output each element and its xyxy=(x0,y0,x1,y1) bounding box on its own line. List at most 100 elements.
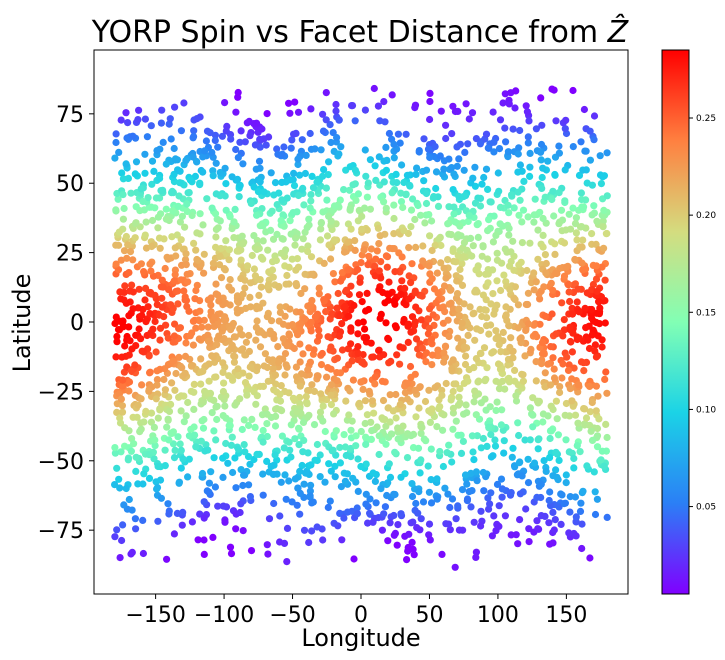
scatter-point xyxy=(430,193,438,201)
scatter-point xyxy=(432,299,440,307)
scatter-point xyxy=(428,217,436,225)
scatter-point xyxy=(452,258,460,266)
scatter-point xyxy=(538,121,546,129)
scatter-point xyxy=(427,499,436,507)
scatter-point xyxy=(579,236,587,244)
scatter-point xyxy=(464,331,472,339)
scatter-point xyxy=(385,278,393,286)
scatter-point xyxy=(427,476,435,484)
scatter-point xyxy=(498,377,507,385)
scatter-point xyxy=(470,364,478,372)
scatter-point xyxy=(403,556,411,564)
scatter-point xyxy=(500,437,508,445)
scatter-point xyxy=(276,303,284,311)
scatter-point xyxy=(568,348,577,356)
scatter-point xyxy=(537,511,545,520)
scatter-point xyxy=(117,116,125,124)
scatter-point xyxy=(566,385,574,393)
scatter-point xyxy=(579,266,587,274)
scatter-point xyxy=(428,351,437,359)
scatter-point xyxy=(174,202,182,210)
scatter-point xyxy=(586,127,594,135)
scatter-point xyxy=(228,286,236,294)
scatter-point xyxy=(428,275,436,283)
scatter-point xyxy=(446,526,454,534)
scatter-point xyxy=(131,361,139,369)
scatter-point xyxy=(536,295,544,303)
scatter-point xyxy=(482,296,490,304)
scatter-point xyxy=(379,396,388,405)
scatter-point xyxy=(403,171,411,179)
scatter-point xyxy=(350,555,358,563)
scatter-point xyxy=(397,290,405,299)
scatter-point xyxy=(385,129,393,138)
scatter-point xyxy=(307,191,315,199)
scatter-point xyxy=(188,211,196,220)
scatter-point xyxy=(336,509,344,517)
scatter-point xyxy=(371,262,379,270)
scatter-point xyxy=(586,377,594,385)
scatter-point xyxy=(302,392,310,401)
scatter-point xyxy=(248,251,256,260)
scatter-point xyxy=(500,271,508,279)
scatter-point xyxy=(573,298,581,306)
scatter-point xyxy=(113,338,121,346)
scatter-point xyxy=(552,466,560,474)
scatter-point xyxy=(509,237,517,245)
scatter-point xyxy=(419,242,427,250)
scatter-point xyxy=(242,338,250,346)
scatter-point xyxy=(576,448,584,456)
scatter-point xyxy=(173,156,181,164)
scatter-point xyxy=(236,138,244,146)
scatter-point xyxy=(598,343,606,351)
scatter-point xyxy=(579,203,587,211)
scatter-point xyxy=(116,419,125,427)
scatter-point xyxy=(317,146,325,154)
scatter-point xyxy=(118,402,126,410)
scatter-point xyxy=(406,362,415,371)
scatter-point xyxy=(282,280,290,288)
scatter-point xyxy=(290,130,298,138)
scatter-point xyxy=(402,130,410,138)
scatter-point xyxy=(281,350,290,358)
scatter-point xyxy=(271,371,280,379)
scatter-point xyxy=(233,247,241,255)
scatter-point xyxy=(394,521,402,529)
scatter-point xyxy=(135,285,143,293)
scatter-point xyxy=(211,483,219,491)
scatter-point xyxy=(487,453,495,461)
scatter-point xyxy=(277,382,285,390)
scatter-point xyxy=(351,246,359,254)
scatter-point xyxy=(461,148,469,156)
scatter-point xyxy=(304,366,312,374)
scatter-point xyxy=(132,158,141,166)
scatter-point xyxy=(160,375,168,384)
scatter-point xyxy=(357,378,365,386)
scatter-point xyxy=(153,381,161,389)
scatter-point xyxy=(347,426,355,434)
scatter-point xyxy=(332,100,340,109)
scatter-point xyxy=(548,310,556,318)
scatter-point xyxy=(162,215,170,223)
scatter-point xyxy=(239,527,247,535)
scatter-point xyxy=(246,493,254,501)
scatter-point xyxy=(277,216,285,225)
scatter-point xyxy=(212,233,220,241)
scatter-point xyxy=(285,477,293,485)
scatter-point xyxy=(438,391,446,399)
colorbar-ticks: 0.050.100.150.200.25 xyxy=(689,114,716,513)
scatter-point xyxy=(381,503,389,511)
scatter-point xyxy=(294,155,302,163)
scatter-point xyxy=(440,282,449,290)
scatter-point xyxy=(260,188,268,196)
scatter-point xyxy=(542,259,550,268)
scatter-point xyxy=(199,221,207,229)
scatter-point xyxy=(520,177,528,185)
scatter-point xyxy=(269,273,277,281)
scatter-point xyxy=(118,353,126,361)
scatter-point xyxy=(571,411,580,419)
scatter-point xyxy=(537,480,545,488)
scatter-point xyxy=(352,432,360,440)
scatter-point xyxy=(574,285,582,293)
scatter-point xyxy=(221,99,229,107)
